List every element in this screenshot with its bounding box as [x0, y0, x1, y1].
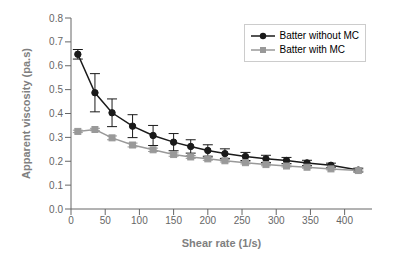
html-text:Batter without MC: Batter without MC [279, 30, 359, 41]
svg-text:250: 250 [234, 215, 251, 226]
svg-text:0.0: 0.0 [49, 204, 63, 215]
svg-text:0.2: 0.2 [49, 156, 63, 167]
svg-text:400: 400 [336, 215, 353, 226]
svg-text:100: 100 [131, 215, 148, 226]
svg-text:0: 0 [68, 215, 74, 226]
svg-text:0.5: 0.5 [49, 84, 63, 95]
svg-text:Apparent viscosity (pa.s): Apparent viscosity (pa.s) [20, 48, 32, 179]
svg-text:150: 150 [165, 215, 182, 226]
svg-text:350: 350 [302, 215, 319, 226]
svg-text:0.7: 0.7 [49, 36, 63, 47]
svg-text:0.1: 0.1 [49, 180, 63, 191]
svg-text:300: 300 [268, 215, 285, 226]
svg-text:0.4: 0.4 [49, 108, 63, 119]
svg-text:200: 200 [199, 215, 216, 226]
svg-text:0.3: 0.3 [49, 132, 63, 143]
svg-text:Shear rate (1/s): Shear rate (1/s) [182, 237, 262, 249]
svg-text:0.6: 0.6 [49, 60, 63, 71]
svg-text:0.8: 0.8 [49, 13, 63, 24]
html-text:Batter with MC: Batter with MC [279, 44, 346, 55]
svg-text:50: 50 [100, 215, 112, 226]
